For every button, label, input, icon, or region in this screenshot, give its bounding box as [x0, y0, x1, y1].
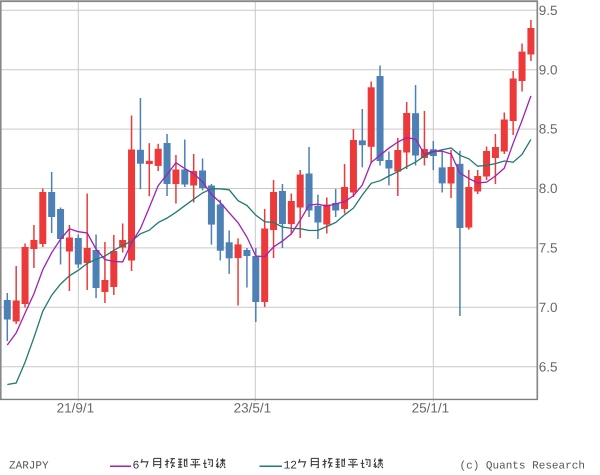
- svg-text:6.5: 6.5: [539, 359, 558, 374]
- svg-text:(c) Quants Research: (c) Quants Research: [460, 460, 585, 472]
- svg-text:7.5: 7.5: [539, 241, 558, 256]
- svg-text:ZARJPY: ZARJPY: [9, 460, 49, 472]
- svg-text:9.5: 9.5: [539, 3, 558, 18]
- svg-text:2: 2: [290, 460, 297, 473]
- svg-text:23/5/1: 23/5/1: [234, 401, 272, 416]
- svg-text:1: 1: [284, 460, 291, 473]
- svg-text:6: 6: [133, 460, 140, 473]
- svg-text:21/9/1: 21/9/1: [57, 401, 95, 416]
- svg-text:7.0: 7.0: [539, 300, 558, 315]
- svg-text:8.0: 8.0: [539, 181, 558, 196]
- svg-text:8.5: 8.5: [539, 122, 558, 137]
- svg-text:25/1/1: 25/1/1: [412, 401, 450, 416]
- svg-text:9.0: 9.0: [539, 62, 558, 77]
